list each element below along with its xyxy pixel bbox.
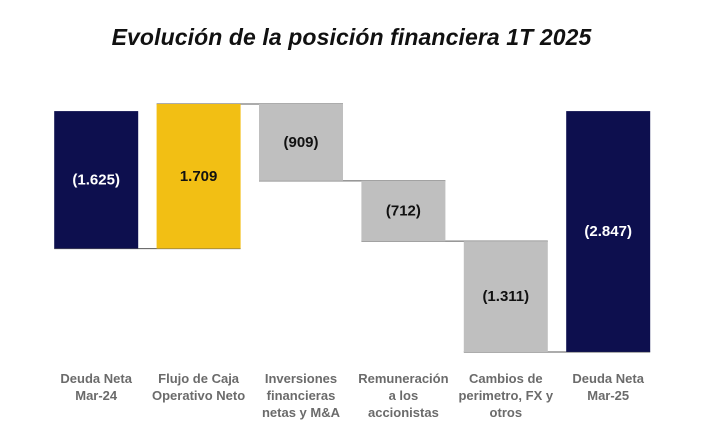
category-label-3: Inversiones financieras netas y M&A [262, 371, 341, 420]
category-label-1: Deuda Neta Mar-24 [60, 371, 132, 403]
data-label-3: (909) [283, 134, 318, 151]
category-label-line: Remuneración [358, 371, 448, 386]
bar-4 [361, 180, 446, 242]
category-label-line: otros [490, 405, 523, 420]
category-label-line: financieras [267, 388, 336, 403]
category-label-line: a los [389, 388, 419, 403]
category-label-line: Mar-24 [75, 388, 118, 403]
data-label-6: (2.847) [584, 223, 632, 240]
bar-5 [463, 241, 548, 352]
chart-title: Evolución de la posición financiera 1T 2… [111, 24, 592, 50]
category-label-line: Deuda Neta [60, 371, 132, 386]
category-label-4: Remuneración a los accionistas [358, 371, 448, 420]
category-label-line: accionistas [368, 405, 439, 420]
bar-1 [54, 111, 139, 249]
category-label-line: Mar-25 [587, 388, 629, 403]
data-labels: (1.625) 1.709 (909) (712) (1.311) (2.847) [72, 134, 632, 305]
category-label-line: netas y M&A [262, 405, 341, 420]
data-label-2: 1.709 [180, 168, 218, 185]
category-label-line: Operativo Neto [152, 388, 245, 403]
category-label-line: Cambios de [469, 371, 543, 386]
chart-bars [54, 104, 651, 352]
category-label-2: Flujo de Caja Operativo Neto [152, 371, 245, 403]
category-label-5: Cambios de perimetro, FX y otros [458, 371, 553, 420]
data-label-5: (1.311) [482, 288, 529, 305]
category-label-line: Flujo de Caja [158, 371, 240, 386]
data-label-1: (1.625) [72, 171, 120, 188]
bar-3 [259, 104, 343, 181]
bar-2 [156, 104, 241, 249]
data-label-4: (712) [386, 203, 421, 220]
category-label-line: Inversiones [265, 371, 337, 386]
bar-6 [566, 111, 651, 352]
category-label-line: perimetro, FX y [458, 388, 553, 403]
category-labels: Deuda Neta Mar-24 Flujo de Caja Operativo N… [60, 371, 644, 420]
connector-lines [54, 103, 651, 353]
category-label-6: Deuda Neta Mar-25 [572, 371, 644, 403]
category-label-line: Deuda Neta [572, 371, 644, 386]
